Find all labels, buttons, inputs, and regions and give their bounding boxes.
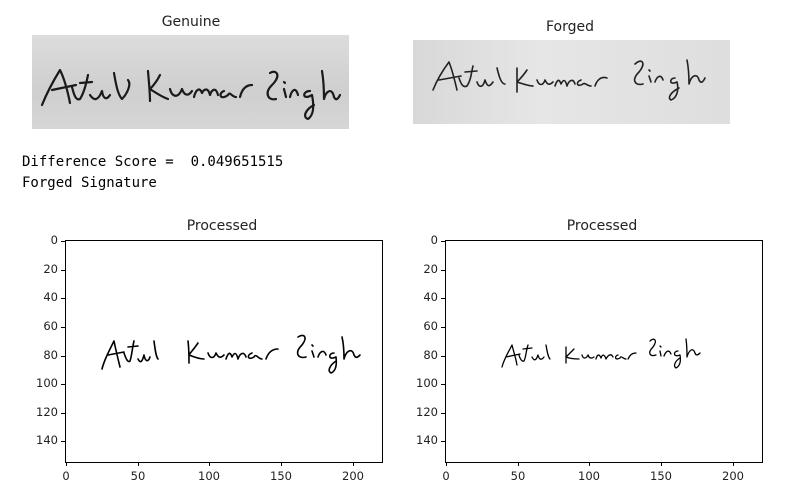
y-tick-label: 60: [423, 319, 438, 333]
y-tick-label: 100: [416, 376, 438, 390]
genuine-title: Genuine: [161, 14, 221, 30]
x-tick-label: 50: [130, 469, 146, 483]
x-tick-mark: [281, 462, 282, 466]
y-tick-label: 60: [43, 319, 58, 333]
y-tick-label: 120: [36, 405, 58, 419]
x-tick-label: 150: [650, 469, 672, 483]
y-tick-mark: [61, 413, 65, 414]
y-tick-mark: [441, 356, 445, 357]
x-tick-mark: [733, 462, 734, 466]
processed-right-title: Processed: [566, 218, 638, 234]
x-tick-mark: [518, 462, 519, 466]
processed-right-axes: [445, 240, 763, 463]
y-tick-label: 20: [423, 262, 438, 276]
x-tick-mark: [661, 462, 662, 466]
x-tick-mark: [589, 462, 590, 466]
y-tick-mark: [61, 298, 65, 299]
verdict-text: Forged Signature: [22, 175, 157, 191]
x-tick-label: 0: [442, 469, 450, 483]
y-tick-mark: [441, 384, 445, 385]
y-tick-mark: [441, 327, 445, 328]
forged-title: Forged: [545, 19, 594, 35]
x-tick-mark: [66, 462, 67, 466]
y-tick-mark: [441, 241, 445, 242]
y-tick-label: 80: [423, 348, 438, 362]
y-tick-mark: [61, 241, 65, 242]
x-tick-label: 200: [342, 469, 364, 483]
y-tick-label: 120: [416, 405, 438, 419]
y-tick-mark: [61, 327, 65, 328]
processed-left-axes: [65, 240, 383, 463]
x-tick-label: 100: [198, 469, 220, 483]
y-tick-label: 0: [50, 233, 58, 247]
y-tick-label: 100: [36, 376, 58, 390]
y-tick-mark: [61, 356, 65, 357]
x-tick-label: 150: [270, 469, 292, 483]
x-tick-mark: [138, 462, 139, 466]
y-tick-mark: [441, 270, 445, 271]
forged-signature-image: [413, 40, 730, 124]
y-tick-label: 40: [43, 290, 58, 304]
y-tick-label: 140: [416, 433, 438, 447]
difference-score-text: Difference Score = 0.049651515: [22, 154, 284, 170]
x-tick-label: 0: [62, 469, 70, 483]
y-tick-label: 0: [430, 233, 438, 247]
x-tick-mark: [209, 462, 210, 466]
y-tick-mark: [61, 384, 65, 385]
processed-left-title: Processed: [186, 218, 258, 234]
y-tick-mark: [441, 298, 445, 299]
x-tick-label: 50: [510, 469, 526, 483]
x-tick-label: 100: [578, 469, 600, 483]
genuine-signature-image: [32, 35, 349, 129]
x-tick-label: 200: [722, 469, 744, 483]
y-tick-label: 20: [43, 262, 58, 276]
y-tick-mark: [441, 441, 445, 442]
y-tick-mark: [441, 413, 445, 414]
y-tick-mark: [61, 270, 65, 271]
x-tick-mark: [446, 462, 447, 466]
y-tick-label: 40: [423, 290, 438, 304]
y-tick-label: 80: [43, 348, 58, 362]
y-tick-mark: [61, 441, 65, 442]
y-tick-label: 140: [36, 433, 58, 447]
x-tick-mark: [353, 462, 354, 466]
